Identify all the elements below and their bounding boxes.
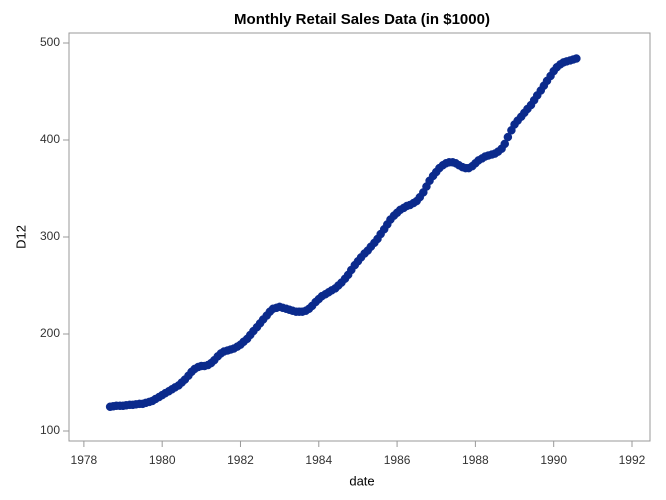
y-tick-label: 500: [40, 35, 60, 49]
x-tick-label: 1988: [462, 453, 489, 467]
chart-title: Monthly Retail Sales Data (in $1000): [234, 11, 490, 28]
y-axis-label: D12: [13, 225, 28, 249]
x-tick-label: 1990: [540, 453, 567, 467]
x-tick-label: 1984: [305, 453, 332, 467]
x-tick-label: 1992: [619, 453, 646, 467]
y-tick-label: 100: [40, 423, 60, 437]
plot-frame: [68, 32, 651, 442]
y-tick-label: 300: [40, 229, 60, 243]
x-tick-label: 1982: [227, 453, 254, 467]
x-tick-label: 1986: [384, 453, 411, 467]
data-point: [503, 132, 513, 142]
x-tick-label: 1978: [71, 453, 98, 467]
x-axis-label: date: [349, 473, 374, 488]
data-point: [572, 54, 581, 63]
x-tick-label: 1980: [149, 453, 176, 467]
y-tick-label: 400: [40, 132, 60, 146]
y-tick-label: 200: [40, 326, 60, 340]
